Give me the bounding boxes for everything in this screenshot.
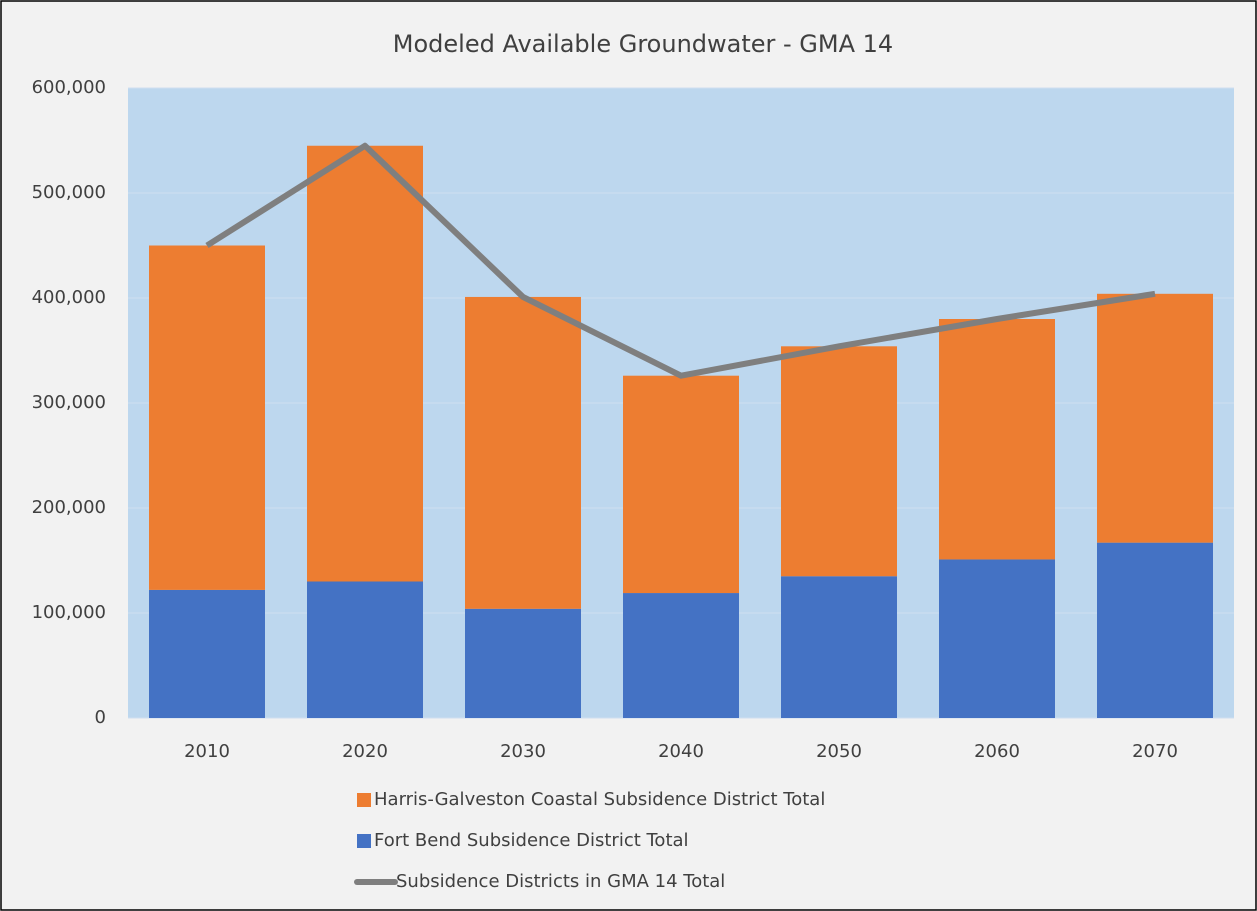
bar: [781, 576, 897, 718]
y-tick-label: 600,000: [32, 77, 106, 98]
bar: [623, 593, 739, 718]
y-tick-label: 500,000: [32, 182, 106, 203]
x-tick-label: 2010: [184, 741, 230, 762]
legend-label: Fort Bend Subsidence District Total: [374, 830, 689, 851]
y-tick-label: 200,000: [32, 497, 106, 518]
x-tick-label: 2030: [500, 741, 546, 762]
legend-label: Harris-Galveston Coastal Subsidence Dist…: [374, 789, 825, 810]
y-tick-label: 400,000: [32, 287, 106, 308]
legend-label: Subsidence Districts in GMA 14 Total: [396, 871, 725, 892]
y-tick-label: 300,000: [32, 392, 106, 413]
bar: [623, 375, 739, 594]
x-tick-label: 2020: [342, 741, 388, 762]
chart-title: Modeled Available Groundwater - GMA 14: [393, 30, 893, 58]
bar: [1097, 542, 1213, 718]
x-tick-label: 2040: [658, 741, 704, 762]
legend-swatch: [357, 834, 371, 848]
bar: [149, 589, 265, 718]
y-tick-label: 0: [95, 707, 106, 728]
legend-swatch: [357, 793, 371, 807]
y-tick-label: 100,000: [32, 602, 106, 623]
bar: [307, 581, 423, 718]
line: [205, 142, 1156, 379]
bar: [465, 296, 581, 609]
bar: [781, 346, 897, 577]
x-tick-label: 2070: [1132, 741, 1178, 762]
bar: [307, 145, 423, 582]
bar: [939, 319, 1055, 560]
bar: [465, 608, 581, 718]
x-tick-label: 2060: [974, 741, 1020, 762]
x-tick-label: 2050: [816, 741, 862, 762]
bar: [1097, 293, 1213, 543]
bar: [149, 245, 265, 590]
bar: [939, 559, 1055, 718]
